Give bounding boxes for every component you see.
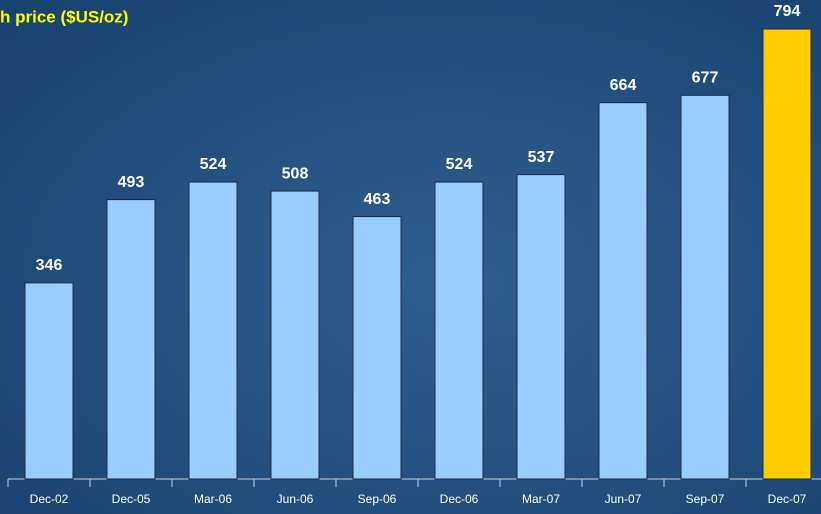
bar xyxy=(25,283,73,479)
x-tick-label: Sep-07 xyxy=(686,492,725,506)
value-label: 524 xyxy=(446,156,473,173)
x-tick-label: Dec-06 xyxy=(440,492,479,506)
bar xyxy=(599,103,647,479)
value-label: 493 xyxy=(118,174,145,191)
bar xyxy=(517,175,565,479)
page: h price ($US/oz) Dec-02 346 Dec-05 493 Mar-0… xyxy=(0,0,821,514)
x-tick-label: Dec-07 xyxy=(768,492,807,506)
value-label: 524 xyxy=(200,156,227,173)
x-tick-label: Dec-05 xyxy=(112,492,151,506)
value-label: 537 xyxy=(528,149,555,166)
x-tick-label: Jun-06 xyxy=(277,492,314,506)
bar xyxy=(681,95,729,479)
bar xyxy=(107,200,155,479)
bar xyxy=(435,182,483,479)
x-tick-label: Jun-07 xyxy=(605,492,642,506)
bar xyxy=(189,182,237,479)
x-tick-label: Sep-06 xyxy=(358,492,397,506)
bar xyxy=(763,29,811,479)
value-label: 677 xyxy=(692,70,719,87)
x-tick-label: Mar-06 xyxy=(194,492,232,506)
chart: h price ($US/oz) Dec-02 346 Dec-05 493 Mar-0… xyxy=(0,0,821,514)
value-label: 508 xyxy=(282,165,309,182)
value-label: 794 xyxy=(774,3,801,20)
chart-title: h price ($US/oz) xyxy=(0,7,128,26)
value-label: 664 xyxy=(610,77,637,94)
value-label: 346 xyxy=(36,257,63,274)
x-tick-label: Dec-02 xyxy=(30,492,69,506)
bar xyxy=(353,217,401,479)
value-label: 463 xyxy=(364,191,391,208)
x-tick-label: Mar-07 xyxy=(522,492,560,506)
bar xyxy=(271,191,319,479)
